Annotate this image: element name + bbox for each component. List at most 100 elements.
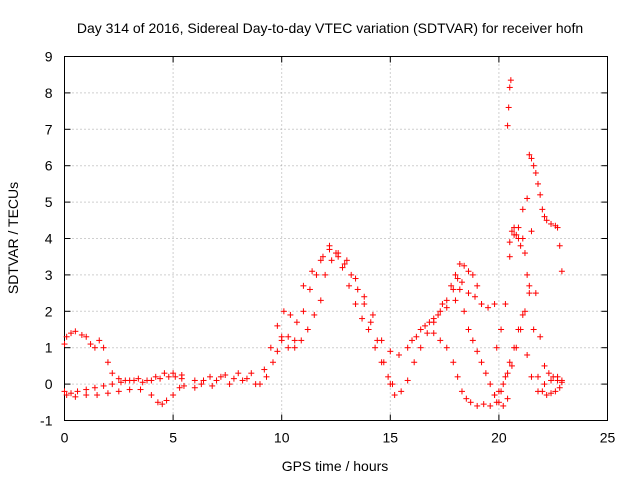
data-point [291, 344, 298, 351]
data-point [508, 228, 515, 235]
data-point [528, 155, 535, 162]
data-point [239, 377, 246, 384]
data-point [287, 311, 294, 318]
data-point [83, 333, 90, 340]
data-point [291, 337, 298, 344]
data-point [61, 388, 68, 395]
data-point [450, 359, 457, 366]
data-point [180, 382, 187, 389]
data-point [91, 344, 98, 351]
data-point [528, 228, 535, 235]
data-point [319, 253, 326, 260]
x-tick-label: 15 [383, 430, 399, 446]
data-point [154, 399, 161, 406]
data-point [478, 301, 485, 308]
data-point [115, 375, 122, 382]
data-point [513, 344, 520, 351]
data-point [508, 362, 515, 369]
data-point [465, 326, 472, 333]
data-point [326, 242, 333, 249]
data-point [354, 286, 361, 293]
data-point [502, 373, 509, 380]
data-point [104, 390, 111, 397]
data-point [517, 242, 524, 249]
data-point [413, 333, 420, 340]
data-point [443, 304, 450, 311]
data-point [521, 250, 528, 257]
y-tick-label: 7 [45, 121, 53, 137]
y-tick-label: 4 [45, 231, 53, 247]
x-tick-label: 5 [169, 430, 177, 446]
data-point [72, 393, 79, 400]
data-point [456, 260, 463, 267]
data-point [487, 402, 494, 409]
data-point [157, 375, 164, 382]
data-point [469, 337, 476, 344]
data-point [109, 370, 116, 377]
data-point [443, 297, 450, 304]
data-point [378, 337, 385, 344]
data-point [335, 253, 342, 260]
data-point [552, 388, 559, 395]
data-point [285, 344, 292, 351]
x-tick-label: 20 [491, 430, 507, 446]
data-point [495, 388, 502, 395]
data-point [541, 381, 548, 388]
data-point [200, 377, 207, 384]
data-point [372, 344, 379, 351]
data-point [404, 344, 411, 351]
data-point [498, 326, 505, 333]
data-point [311, 311, 318, 318]
data-point [430, 315, 437, 322]
data-point [558, 379, 565, 386]
data-point [524, 351, 531, 358]
data-point [506, 239, 513, 246]
data-point [439, 301, 446, 308]
data-point [63, 392, 70, 399]
data-point [243, 375, 250, 382]
plot-frame [64, 56, 608, 421]
data-point [500, 402, 507, 409]
x-tick-label: 0 [61, 430, 69, 446]
data-point [144, 377, 151, 384]
y-tick-label: -1 [40, 413, 53, 429]
data-point [309, 268, 316, 275]
data-point [235, 370, 242, 377]
data-point [422, 322, 429, 329]
data-point [506, 84, 513, 91]
data-point [165, 373, 172, 380]
data-point [513, 231, 520, 238]
data-point [554, 224, 561, 231]
data-point [556, 384, 563, 391]
x-tick-labels: 0 5 10 15 20 25 [61, 430, 616, 446]
data-point [437, 337, 444, 344]
data-point [435, 311, 442, 318]
data-point [532, 169, 539, 176]
data-point [63, 333, 70, 340]
data-point [96, 337, 103, 344]
data-point [348, 271, 355, 278]
data-point [480, 401, 487, 408]
data-point [343, 257, 350, 264]
data-point [100, 344, 107, 351]
data-point [524, 195, 531, 202]
data-point [387, 381, 394, 388]
data-point [554, 377, 561, 384]
data-point [491, 301, 498, 308]
data-point [539, 206, 546, 213]
data-point [322, 271, 329, 278]
data-point [506, 359, 513, 366]
data-point [328, 257, 335, 264]
data-point [534, 180, 541, 187]
data-point [487, 381, 494, 388]
data-point [458, 279, 465, 286]
data-point [519, 235, 526, 242]
data-point [170, 370, 177, 377]
data-point [172, 373, 179, 380]
data-point [543, 217, 550, 224]
data-point [361, 293, 368, 300]
data-point [274, 322, 281, 329]
data-point [293, 319, 300, 326]
data-point [524, 271, 531, 278]
data-point [395, 351, 402, 358]
